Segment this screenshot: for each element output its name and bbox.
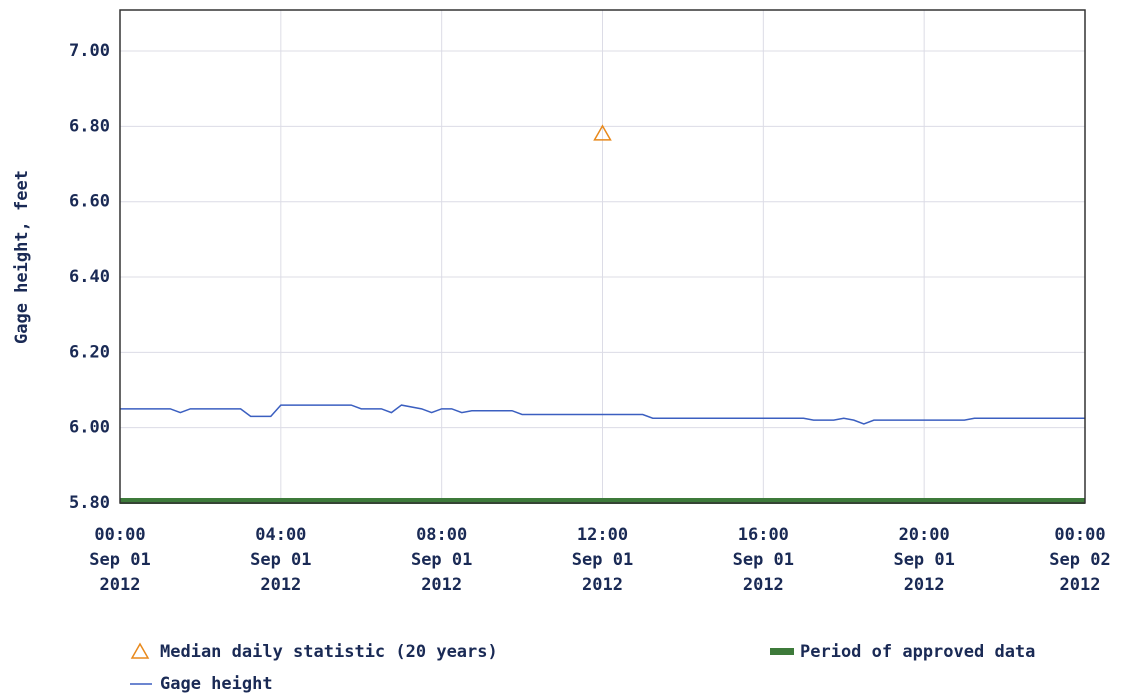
y-tick-label: 6.60 (69, 192, 110, 212)
y-tick-label: 6.80 (69, 116, 110, 136)
legend-label: Median daily statistic (20 years) (160, 642, 498, 662)
x-tick-label: 12:00 Sep 01 2012 (572, 525, 633, 595)
y-tick-label: 6.00 (69, 418, 110, 438)
y-tick-label: 5.80 (69, 493, 110, 513)
x-tick-label: 00:00 Sep 02 2012 (1049, 525, 1110, 595)
y-tick-label: 6.40 (69, 267, 110, 287)
legend-label: Gage height (160, 674, 273, 694)
x-tick-label: 20:00 Sep 01 2012 (893, 525, 954, 595)
x-tick-label: 00:00 Sep 01 2012 (89, 525, 150, 595)
x-tick-label: 16:00 Sep 01 2012 (733, 525, 794, 595)
y-axis-label: Gage height, feet (12, 170, 32, 344)
x-tick-label: 04:00 Sep 01 2012 (250, 525, 311, 595)
legend-symbol (770, 648, 794, 655)
median-marker (593, 124, 612, 141)
gage-line (120, 404, 1085, 425)
y-tick-label: 7.00 (69, 41, 110, 61)
legend-label: Period of approved data (800, 642, 1035, 662)
plot-frame (119, 9, 1086, 504)
legend-symbol (130, 642, 150, 659)
x-tick-label: 08:00 Sep 01 2012 (411, 525, 472, 595)
y-tick-label: 6.20 (69, 342, 110, 362)
